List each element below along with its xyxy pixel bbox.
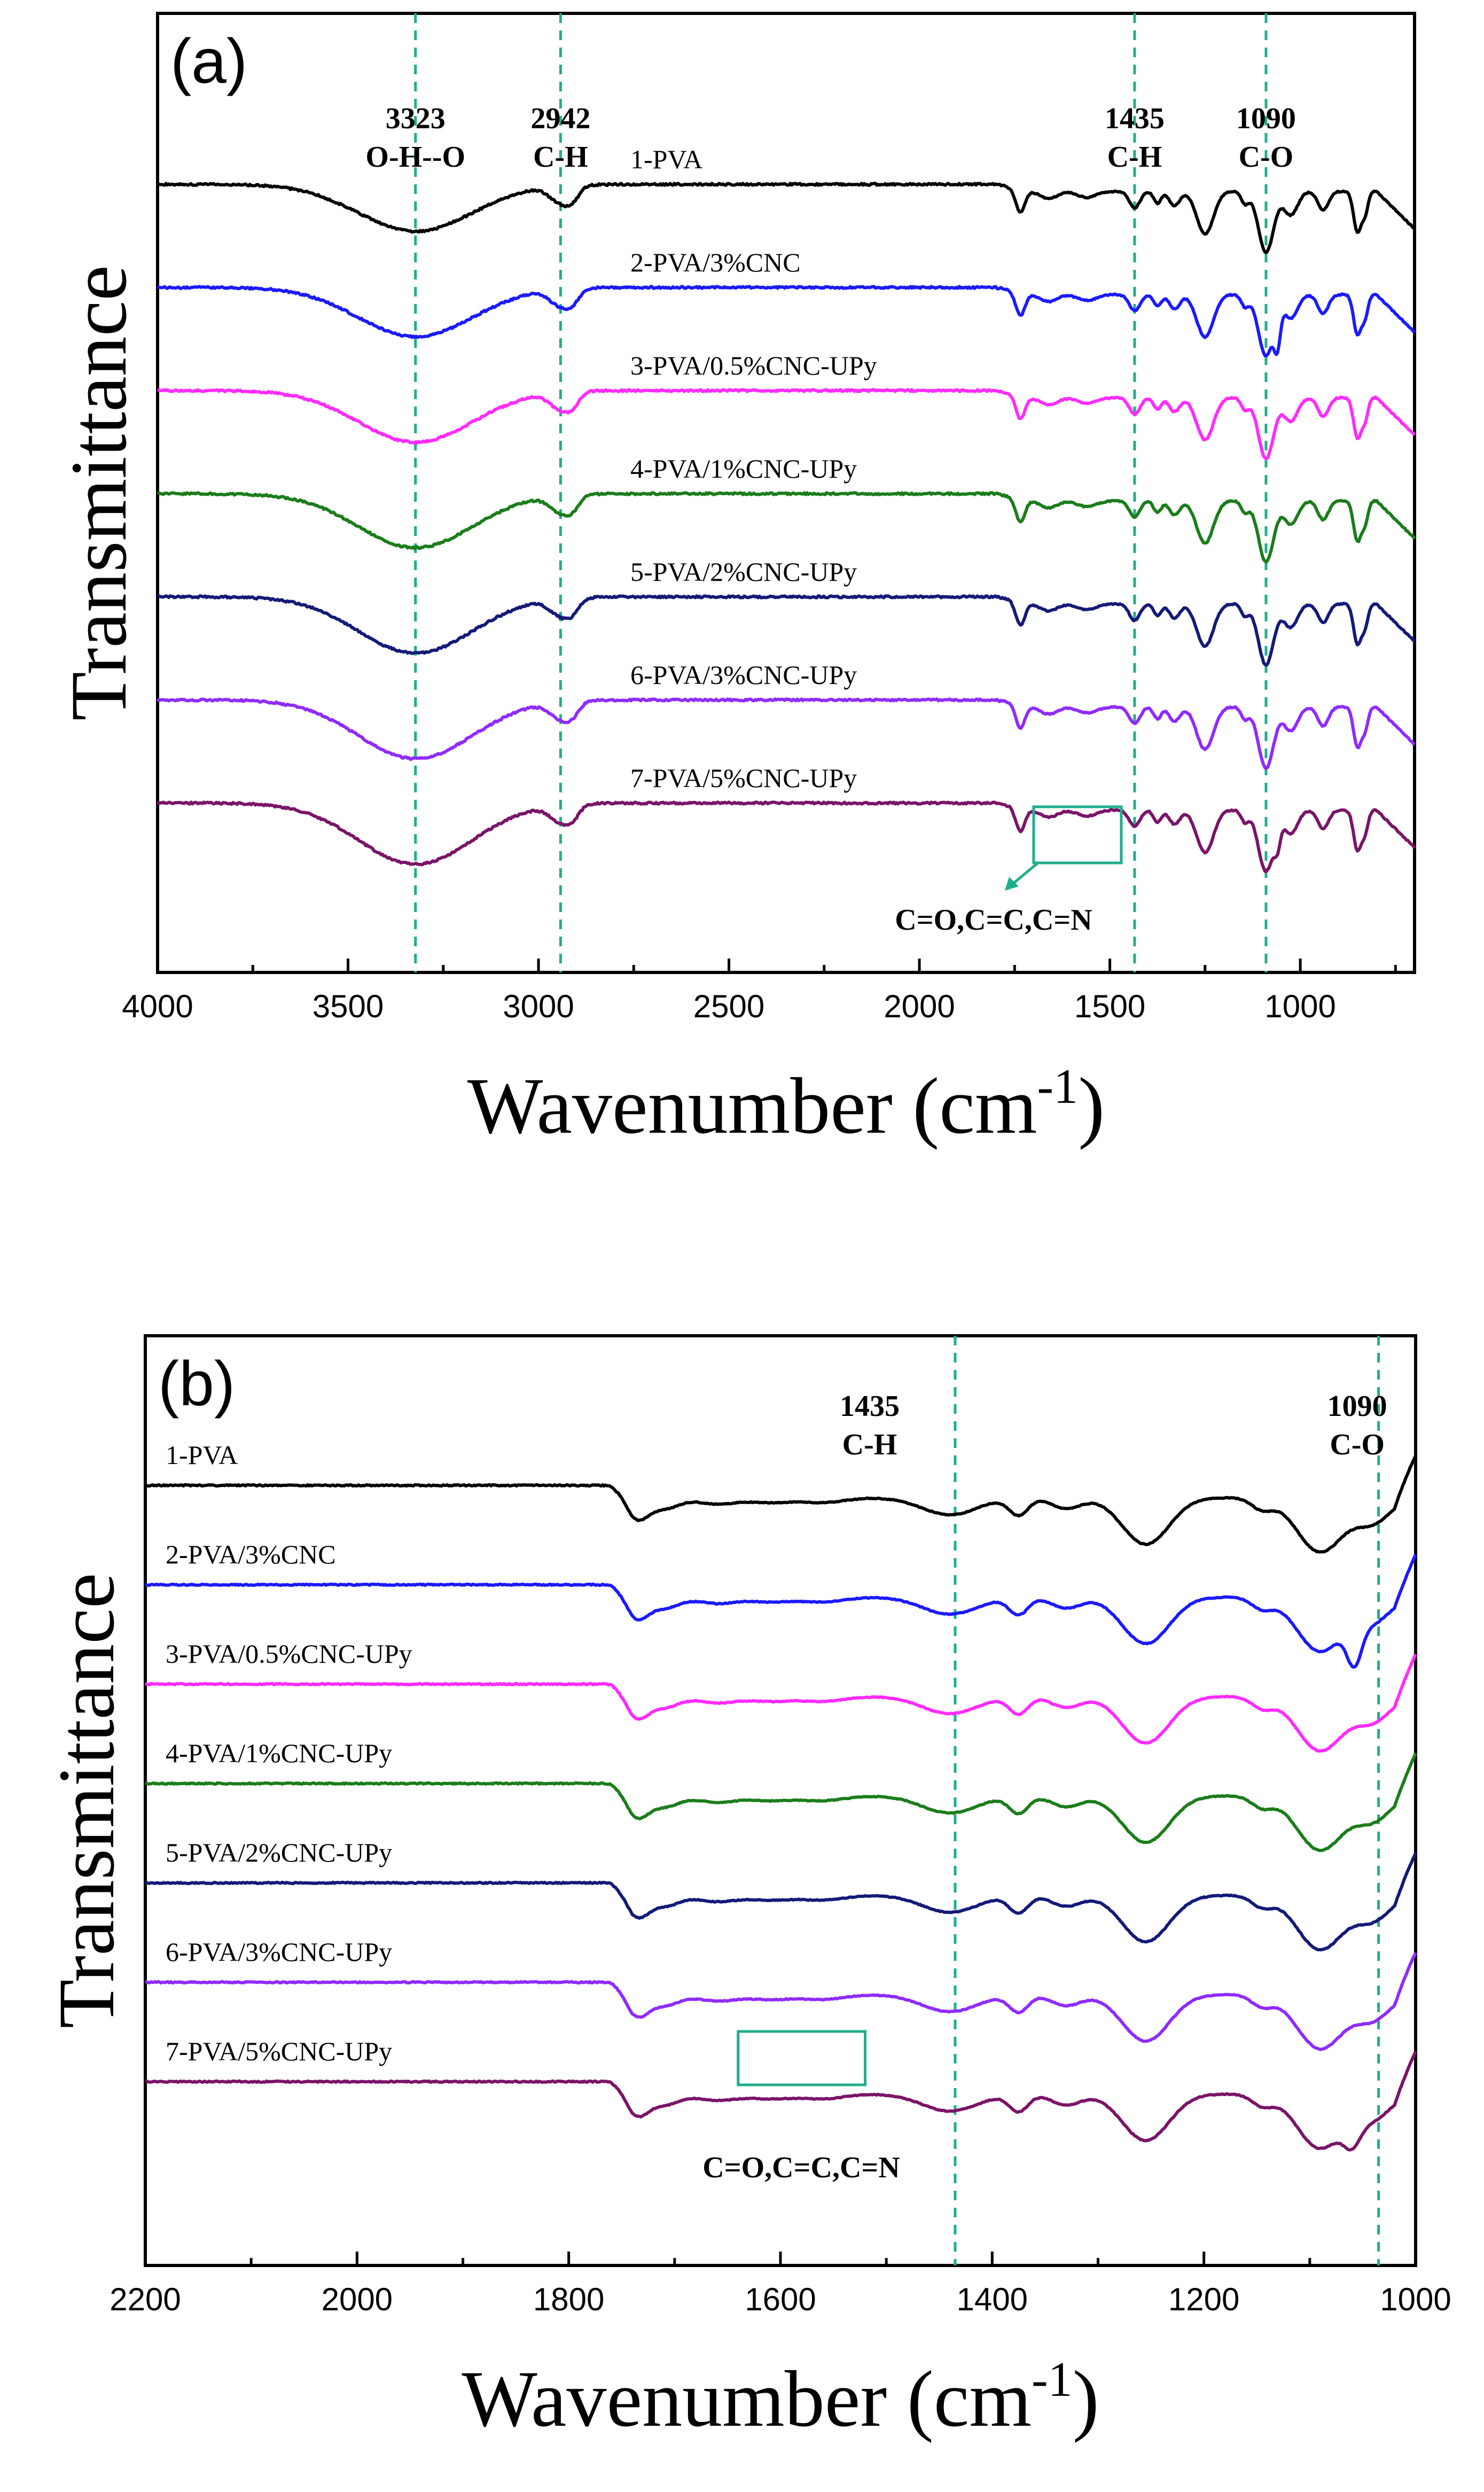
y-axis-label: Transmittance: [54, 265, 143, 721]
panel-a: 4000 3500 3000 2500 2000 1500 1000 1-PVA 2-PVA/3…: [54, 12, 1416, 1150]
spectrum-line: [145, 2051, 1417, 2152]
series-label: 5-PVA/2%CNC-UPy: [630, 557, 857, 587]
series-label: 6-PVA/3%CNC-UPy: [166, 1937, 392, 1967]
highlight-box: [1032, 805, 1123, 865]
series-label: 4-PVA/1%CNC-UPy: [166, 1738, 392, 1768]
series-label: 1-PVA: [166, 1440, 238, 1470]
spectrum-line: [157, 491, 1416, 564]
spectrum-line: [156, 697, 1416, 770]
highlight-box: [737, 2030, 867, 2086]
panel-label: (b): [158, 1349, 235, 1419]
x-tick-label: 2000: [884, 988, 955, 1024]
x-tick-label: 1000: [1380, 2281, 1451, 2317]
x-axis-label-sup: -1: [1032, 2352, 1073, 2407]
peak-value: 1090: [1327, 1390, 1387, 1423]
x-axis-label-text: Wavenumber (cm: [467, 1062, 1037, 1150]
peak-assignment: C-H: [533, 141, 588, 174]
spectrum-line: [157, 182, 1416, 254]
spectrum-line: [144, 1455, 1417, 1554]
panel-b: 2200 2000 1800 1600 1400 1200 1000 1-PVA 2-PVA/3…: [42, 1334, 1451, 2443]
series-label: 2-PVA/3%CNC: [166, 1539, 336, 1569]
highlight-label: C=O,C=C,C=N: [895, 904, 1092, 937]
x-tick-label: 1500: [1074, 988, 1145, 1024]
x-tick-label: 2000: [322, 2281, 393, 2317]
peak-value: 3323: [386, 102, 446, 135]
arrow-head: [1004, 877, 1019, 891]
series-label: 4-PVA/1%CNC-UPy: [630, 454, 857, 484]
peak-assignment: C-H: [1107, 141, 1162, 174]
x-tick-label: 4000: [122, 988, 193, 1024]
spectrum-line: [157, 388, 1416, 461]
series-label: 6-PVA/3%CNC-UPy: [630, 660, 857, 690]
spectrum-line: [157, 594, 1416, 667]
peak-assignment: C-O: [1330, 1428, 1385, 1461]
y-axis-label: Transmittance: [42, 1573, 131, 2029]
spectrum-line: [157, 285, 1416, 357]
x-tick-label: 1000: [1264, 988, 1335, 1024]
x-axis-label-sup: -1: [1037, 1059, 1079, 1113]
spectrum-line: [145, 1952, 1417, 2051]
x-axis-label: Wavenumber (cm-1): [467, 1059, 1105, 1150]
x-tick-label: 3500: [313, 988, 384, 1024]
spectrum-line: [144, 1554, 1417, 1669]
x-axis-label-text: Wavenumber (cm: [462, 2355, 1032, 2443]
series-label: 2-PVA/3%CNC: [630, 247, 801, 277]
peak-assignment: O-H--O: [365, 141, 465, 174]
series-label: 7-PVA/5%CNC-UPy: [630, 763, 857, 793]
peak-value: 1435: [1105, 102, 1165, 135]
series-label: 5-PVA/2%CNC-UPy: [166, 1837, 392, 1867]
series-label: 3-PVA/0.5%CNC-UPy: [630, 351, 877, 380]
x-tick-label: 3000: [503, 988, 574, 1024]
peak-value: 1090: [1236, 102, 1296, 135]
x-tick-label: 1600: [745, 2281, 816, 2317]
x-axis-label-close: ): [1073, 2355, 1099, 2443]
peak-value: 2942: [530, 102, 590, 135]
x-tick-label: 1400: [957, 2281, 1028, 2317]
series-label: 3-PVA/0.5%CNC-UPy: [166, 1639, 412, 1669]
x-axis-label-close: ): [1078, 1062, 1105, 1150]
peak-value: 1435: [840, 1390, 900, 1423]
series-label: 7-PVA/5%CNC-UPy: [166, 2036, 392, 2066]
series-label: 1-PVA: [630, 144, 702, 174]
x-tick-label: 1200: [1168, 2281, 1239, 2317]
spectrum-line: [145, 1852, 1417, 1952]
peak-assignment: C-H: [842, 1428, 897, 1461]
highlight-label: C=O,C=C,C=N: [702, 2151, 900, 2184]
spectrum-line: [144, 1653, 1417, 1753]
spectrum-line: [145, 1753, 1417, 1852]
spectrum-line: [156, 800, 1416, 873]
x-tick-label: 2200: [110, 2281, 181, 2317]
x-axis-label: Wavenumber (cm-1): [462, 2352, 1099, 2443]
x-tick-label: 1800: [533, 2281, 604, 2317]
peak-assignment: C-O: [1239, 141, 1294, 174]
panel-label: (a): [170, 26, 247, 97]
highlight-arrow: [1011, 862, 1039, 885]
x-tick-label: 2500: [693, 988, 764, 1024]
